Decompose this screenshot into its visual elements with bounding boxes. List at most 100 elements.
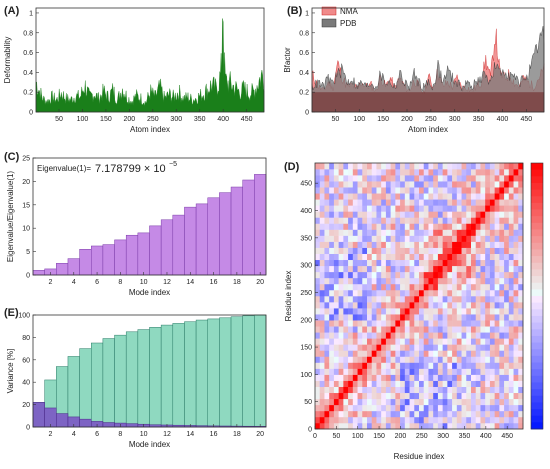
- heatmap-cell: [456, 296, 462, 303]
- heatmap-cell: [499, 368, 505, 375]
- heatmap-cell: [461, 350, 467, 357]
- heatmap-cell: [390, 362, 396, 369]
- heatmap-cell: [518, 350, 524, 357]
- heatmap-cell: [348, 314, 354, 321]
- heatmap-cell: [319, 277, 325, 285]
- bar-cumulative: [195, 319, 209, 428]
- heatmap-cell: [414, 169, 420, 176]
- heatmap-cell: [333, 241, 339, 248]
- heatmap-cell: [485, 265, 491, 273]
- heatmap-cell: [442, 308, 448, 315]
- heatmap-cell: [395, 296, 401, 303]
- heatmap-cell: [466, 308, 472, 315]
- heatmap-cell: [404, 259, 410, 267]
- bar: [230, 186, 243, 276]
- heatmap-cell: [461, 320, 467, 327]
- heatmap-cell: [499, 404, 505, 412]
- heatmap-cell: [423, 302, 429, 309]
- heatmap-cell: [489, 211, 495, 218]
- heatmap-cell: [315, 277, 321, 285]
- heatmap-cell: [433, 368, 439, 375]
- heatmap-cell: [494, 344, 500, 351]
- heatmap-cell: [381, 181, 387, 188]
- heatmap-cell: [343, 175, 349, 182]
- heatmap-cell: [381, 332, 387, 339]
- heatmap-cell: [513, 368, 519, 375]
- heatmap-cell: [385, 314, 391, 321]
- heatmap-cell: [437, 374, 443, 381]
- legend-label-nma: NMA: [340, 7, 358, 16]
- heatmap-cell: [329, 362, 335, 369]
- heatmap-cell: [442, 181, 448, 188]
- heatmap-cell: [329, 302, 335, 309]
- heatmap-cell: [367, 247, 373, 254]
- heatmap-cell: [333, 277, 339, 285]
- heatmap-cell: [437, 314, 443, 321]
- heatmap-cell: [456, 187, 462, 194]
- heatmap-cell: [499, 181, 505, 188]
- heatmap-cell: [452, 398, 458, 406]
- heatmap-cell: [371, 314, 377, 321]
- heatmap-cell: [466, 392, 472, 400]
- colorbar-step: [531, 269, 543, 277]
- heatmap-cell: [333, 410, 339, 418]
- heatmap-cell: [404, 253, 410, 261]
- heatmap-cell: [489, 326, 495, 333]
- heatmap-cell: [475, 344, 481, 351]
- heatmap-cell: [423, 392, 429, 400]
- heatmap-cell: [395, 163, 401, 170]
- heatmap-cell: [480, 350, 486, 357]
- heatmap-cell: [447, 410, 453, 418]
- heatmap-cell: [480, 404, 486, 412]
- heatmap-cell: [414, 320, 420, 327]
- heatmap-cell: [471, 350, 477, 357]
- heatmap-cell: [508, 374, 514, 381]
- heatmap-cell: [518, 271, 524, 279]
- heatmap-cell: [333, 265, 339, 273]
- heatmap-cell: [324, 350, 330, 357]
- heatmap-cell: [329, 163, 335, 170]
- heatmap-cell: [456, 205, 462, 212]
- heatmap-cell: [480, 265, 486, 273]
- heatmap-cell: [447, 277, 453, 285]
- heatmap-cell: [357, 199, 363, 206]
- x-tick-label: 14: [186, 431, 194, 438]
- heatmap-cell: [494, 404, 500, 412]
- bar: [125, 234, 139, 276]
- heatmap-cell: [338, 277, 344, 285]
- heatmap-cell: [381, 314, 387, 321]
- colorbar-step: [531, 382, 543, 390]
- colorbar-step: [531, 189, 543, 197]
- heatmap-cell: [357, 416, 363, 424]
- colorbar-step: [531, 309, 543, 317]
- heatmap-cell: [315, 163, 321, 170]
- colorbar-step: [531, 289, 543, 297]
- x-tick-label: 2: [49, 279, 53, 286]
- heatmap-cell: [371, 392, 377, 400]
- heatmap-cell: [471, 404, 477, 412]
- heatmap-cell: [390, 338, 396, 345]
- heatmap-cell: [433, 296, 439, 303]
- heatmap-cell: [475, 205, 481, 212]
- heatmap-cell: [352, 187, 358, 194]
- overlap-band: [312, 92, 544, 112]
- heatmap-cell: [466, 332, 472, 339]
- heatmap-cell: [414, 338, 420, 345]
- heatmap-cell: [461, 308, 467, 315]
- heatmap-cell: [385, 217, 391, 224]
- heatmap-cell: [480, 199, 486, 206]
- heatmap-cell: [518, 314, 524, 321]
- heatmap-cell: [423, 350, 429, 357]
- y-tick-label: 350: [300, 235, 312, 242]
- heatmap-cell: [504, 344, 510, 351]
- heatmap-cell: [319, 380, 325, 387]
- heatmap-cell: [329, 247, 335, 254]
- heatmap-cell: [329, 277, 335, 285]
- heatmap-cell: [423, 253, 429, 261]
- heatmap-cell: [508, 410, 514, 418]
- heatmap-cell: [343, 320, 349, 327]
- heatmap-cell: [395, 338, 401, 345]
- heatmap-cell: [499, 326, 505, 333]
- heatmap-cell: [489, 187, 495, 194]
